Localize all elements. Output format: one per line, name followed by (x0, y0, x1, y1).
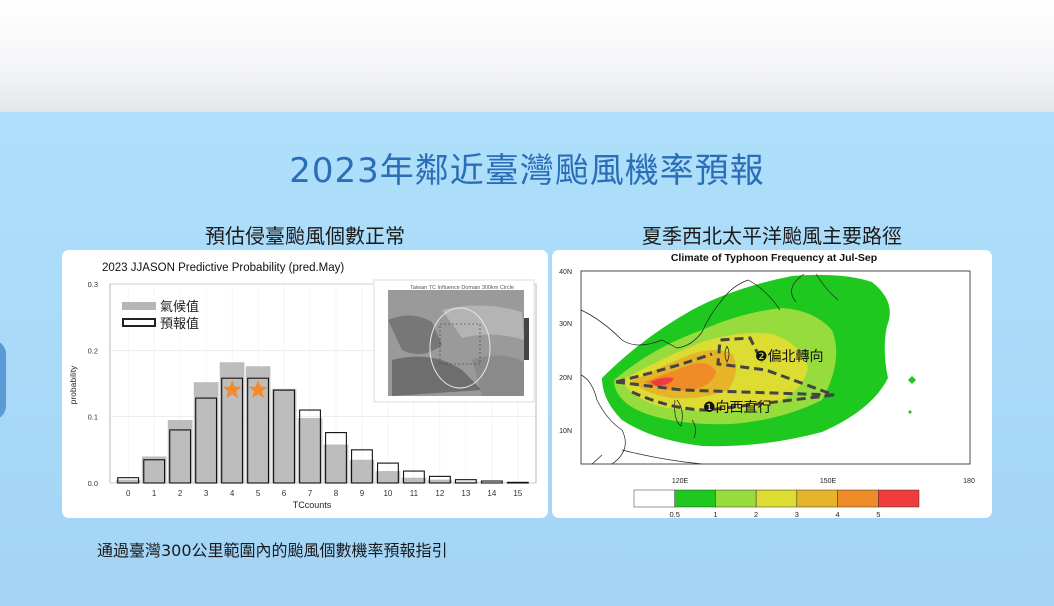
forecast-bar (221, 377, 244, 484)
colorbar-swatch (633, 489, 675, 508)
chart-title: 2023 JJASON Predictive Probability (pred… (102, 262, 344, 274)
map-y-tick: 10N (559, 428, 572, 435)
y-tick-label: 0.0 (88, 479, 98, 488)
map-x-tick: 150E (820, 478, 837, 485)
forecast-bar (480, 480, 503, 484)
forecast-bar (117, 477, 140, 484)
probability-bar-chart: 0 1 2 3 4 5 6 7 8 9 10 11 12 13 14 15 0.00.10.20.3 2023… (68, 262, 537, 510)
page-title: 2023年鄰近臺灣颱風機率預報 (289, 151, 765, 191)
forecast-bar (428, 475, 451, 484)
colorbar-swatch (796, 489, 838, 508)
forecast-bar (376, 462, 399, 484)
climo-bar (193, 382, 219, 483)
x-tick-label: 0 (126, 489, 131, 498)
colorbar-swatch (878, 489, 920, 508)
forecast-bar (299, 409, 321, 484)
climo-bar (167, 419, 193, 483)
map-y-tick: 40N (559, 269, 572, 276)
colorbar-swatch (715, 489, 757, 508)
climo-bar (115, 479, 141, 483)
map-y-tick: 30N (559, 321, 572, 328)
x-tick-label: 9 (360, 489, 365, 498)
climo-bar (453, 481, 479, 483)
colorbar-swatch (837, 489, 879, 508)
colorbar-swatch (674, 489, 716, 508)
inset-title: Taiwan TC Influence Domain 300km Circle (410, 285, 514, 291)
forecast-bar (143, 459, 166, 484)
x-tick-label: 4 (230, 489, 235, 498)
forecast-bar (454, 479, 477, 484)
annotation-west-straight: ❶向西直行 (703, 399, 772, 415)
y-tick-label: 0.2 (88, 346, 98, 355)
x-tick-label: 8 (334, 489, 339, 498)
typhoon-track-map-card: Climate of Typhoon Frequency at Jul-Sep … (552, 250, 992, 519)
forecast-bar (273, 389, 295, 484)
colorbar-label: 5 (876, 510, 880, 518)
side-scroll-handle[interactable] (0, 340, 6, 420)
legend-climo-swatch (122, 302, 156, 310)
star-marker (222, 380, 242, 399)
x-tick-label: 14 (487, 489, 496, 498)
map-x-tick: 120E (672, 478, 689, 485)
typhoon-frequency-map: Climate of Typhoon Frequency at Jul-Sep … (559, 252, 975, 519)
probability-chart-card: 0 1 2 3 4 5 6 7 8 9 10 11 12 13 14 15 0.0 0.1 0.2 0.3 2023… (62, 250, 548, 518)
x-tick-label: 11 (410, 489, 419, 498)
colorbar-label: 2 (754, 510, 758, 518)
forecast-bar (247, 377, 270, 484)
colorbar-swatch (755, 489, 798, 508)
y-tick-label: 0.3 (88, 280, 98, 289)
right-subtitle: 夏季西北太平洋颱風主要路徑 (642, 224, 902, 248)
colorbar-label: 1 (713, 510, 717, 518)
climo-bar (349, 459, 375, 483)
left-subtitle: 預估侵臺颱風個數正常 (205, 224, 405, 248)
annotation-north-turn: ❷偏北轉向 (755, 348, 824, 364)
header-band (0, 0, 1054, 118)
forecast-bar (169, 429, 192, 484)
x-tick-label: 6 (282, 489, 287, 498)
forecast-bar (351, 449, 373, 484)
x-tick-label: 2 (178, 489, 183, 498)
map-y-tick: 20N (559, 375, 572, 382)
y-tick-label: 0.1 (88, 413, 98, 422)
y-axis-label: probability (68, 365, 78, 404)
x-tick-label: 15 (513, 489, 522, 498)
star-marker (248, 380, 268, 399)
legend-forecast-swatch (122, 318, 156, 327)
colorbar: 0.5 1 2 3 4 5 (633, 489, 920, 519)
climo-bar (375, 471, 401, 483)
climo-bar (323, 444, 349, 483)
climo-bar (141, 456, 167, 483)
tracks (615, 336, 835, 412)
x-tick-label: 12 (435, 489, 444, 498)
colorbar-label: 0.5 (669, 510, 679, 518)
climo-bar (401, 477, 427, 483)
map-x-tick: 180 (963, 478, 975, 485)
map-title: Climate of Typhoon Frequency at Jul-Sep (671, 252, 877, 264)
climo-bar (427, 479, 453, 483)
x-tick-label: 13 (461, 489, 470, 498)
x-tick-label: 3 (204, 489, 209, 498)
legend-forecast-label: 預報值 (160, 316, 199, 331)
forecast-bar (195, 397, 218, 484)
figure-caption: 通過臺灣300公里範圍內的颱風個數機率預報指引 (97, 541, 448, 560)
forecast-bar (402, 470, 425, 484)
legend-climo-label: 氣候值 (160, 299, 199, 314)
x-tick-label: 7 (308, 489, 313, 498)
colorbar-label: 4 (835, 510, 839, 518)
x-tick-label: 5 (256, 489, 261, 498)
forecast-bar (325, 432, 347, 484)
x-tick-label: 1 (152, 489, 157, 498)
climo-bar (297, 417, 323, 483)
x-axis-label: TCcounts (293, 500, 332, 510)
x-tick-label: 10 (383, 489, 392, 498)
forecast-bar (506, 481, 529, 484)
climo-bar (271, 388, 297, 483)
colorbar-label: 3 (795, 510, 799, 518)
inset-map: Taiwan TC Influence Domain 300km Circle (373, 279, 535, 403)
